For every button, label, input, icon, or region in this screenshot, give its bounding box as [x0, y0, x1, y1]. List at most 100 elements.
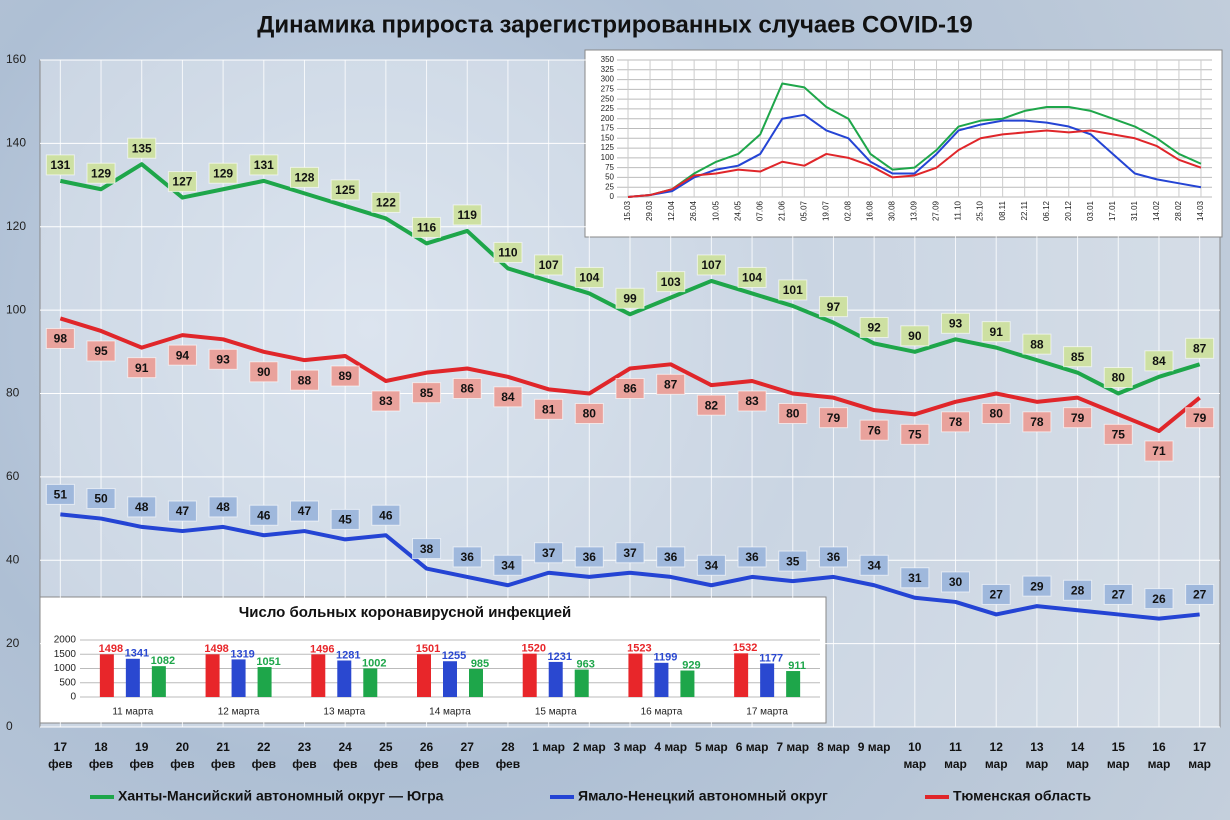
- data-label: 78: [1030, 415, 1044, 429]
- data-label: 110: [498, 246, 518, 260]
- data-label: 90: [257, 365, 271, 379]
- data-label: 80: [990, 407, 1004, 421]
- x-tick-label: 29.03: [645, 200, 654, 221]
- x-tick-label: 22 фев: [251, 740, 276, 771]
- x-tick-label: 14.02: [1152, 200, 1161, 221]
- x-tick-label: 08.11: [998, 200, 1007, 220]
- series-line: [59, 316, 1201, 434]
- data-label: 104: [579, 271, 599, 285]
- bar: [548, 661, 563, 697]
- data-label: 80: [786, 407, 800, 421]
- label-box: [1022, 575, 1052, 597]
- data-label: 87: [664, 377, 678, 391]
- data-label: 1341: [125, 648, 149, 660]
- data-label: 1231: [547, 651, 571, 663]
- data-label: 101: [783, 283, 803, 297]
- label-box: [574, 546, 604, 568]
- label-box: [86, 340, 116, 362]
- label-box: [1103, 367, 1133, 388]
- data-label: 34: [705, 558, 719, 572]
- label-box: [778, 403, 808, 424]
- x-tick-label: 25 фев: [373, 740, 399, 771]
- x-tick-label: 14 мар: [1066, 740, 1089, 771]
- data-label: 34: [501, 558, 515, 572]
- x-tick-label: 24 фев: [332, 740, 358, 771]
- label-box: [818, 546, 848, 568]
- bar: [522, 653, 537, 697]
- data-label: 91: [990, 325, 1004, 339]
- y-tick-label: 75: [605, 163, 614, 172]
- bar: [417, 654, 431, 697]
- label-box: [452, 377, 482, 399]
- y-tick-label: 0: [610, 192, 615, 201]
- series-line: [627, 113, 1202, 198]
- data-label: 37: [623, 546, 637, 560]
- x-tick-label: 30.08: [888, 200, 897, 221]
- x-tick-label: 05.07: [799, 200, 808, 221]
- data-label: 26: [1152, 592, 1166, 606]
- bar: [205, 654, 220, 697]
- data-label: 51: [54, 488, 68, 502]
- data-label: 97: [827, 300, 841, 314]
- x-tick-label: 10 мар: [903, 740, 927, 771]
- x-tick-label: 11.10: [954, 200, 963, 220]
- data-label: 125: [335, 183, 355, 197]
- label-box: [1144, 588, 1174, 610]
- data-label: 79: [827, 411, 841, 425]
- data-label: 135: [132, 141, 152, 155]
- data-label: 104: [742, 271, 762, 285]
- x-tick-label: 26 фев: [414, 740, 439, 771]
- data-label: 50: [94, 492, 108, 506]
- label-box: [249, 504, 279, 526]
- label-box: [1144, 440, 1174, 462]
- label-box: [371, 504, 401, 526]
- data-label: 128: [294, 171, 314, 185]
- x-tick-label: 21.06: [777, 200, 786, 221]
- y-tick-label: 275: [601, 84, 615, 93]
- y-tick-label: 160: [6, 52, 26, 66]
- series-line: [627, 129, 1202, 198]
- label-box: [452, 204, 482, 226]
- data-label: 83: [379, 394, 393, 408]
- label-box: [45, 154, 75, 176]
- bar: [125, 658, 140, 697]
- label-box: [452, 546, 482, 568]
- data-label: 1498: [204, 643, 228, 655]
- data-label: 46: [379, 508, 393, 522]
- label-box: [249, 361, 279, 383]
- y-tick-label: 100: [6, 302, 26, 316]
- x-tick-label: 17 мар: [1188, 740, 1211, 771]
- x-tick-label: 12 мар: [984, 740, 1008, 771]
- x-tick-label: 17 марта: [746, 707, 788, 718]
- data-label: 71: [1152, 444, 1166, 458]
- data-label: 85: [420, 386, 434, 400]
- data-label: 1319: [230, 648, 254, 660]
- data-label: 45: [338, 513, 352, 527]
- x-tick-label: 27.09: [932, 200, 941, 221]
- x-tick-label: 5 мар: [695, 740, 728, 754]
- label-box: [941, 411, 971, 433]
- chart-title: Динамика прироста зарегистрированных слу…: [257, 11, 972, 38]
- series-line: [59, 162, 1201, 396]
- data-label: 82: [705, 398, 719, 412]
- data-label: 1255: [442, 650, 466, 662]
- y-tick-label: 350: [601, 55, 615, 64]
- y-tick-label: 100: [601, 153, 615, 162]
- label-box: [737, 390, 767, 412]
- y-tick-label: 0: [6, 719, 13, 733]
- y-tick-label: 25: [605, 182, 614, 191]
- x-tick-label: 25.10: [976, 200, 985, 221]
- data-label: 963: [577, 658, 595, 670]
- x-tick-label: 15.03: [623, 200, 632, 221]
- label-box: [86, 162, 116, 184]
- label-box: [778, 550, 808, 572]
- x-tick-label: 9 мар: [857, 740, 891, 754]
- legend-label: Ямало-Ненецкий автономный округ: [578, 788, 828, 804]
- data-label: 1281: [336, 649, 360, 661]
- y-tick-label: 250: [601, 94, 615, 103]
- x-tick-label: 28 фев: [495, 740, 521, 771]
- bar: [363, 668, 378, 697]
- data-label: 1523: [627, 643, 651, 655]
